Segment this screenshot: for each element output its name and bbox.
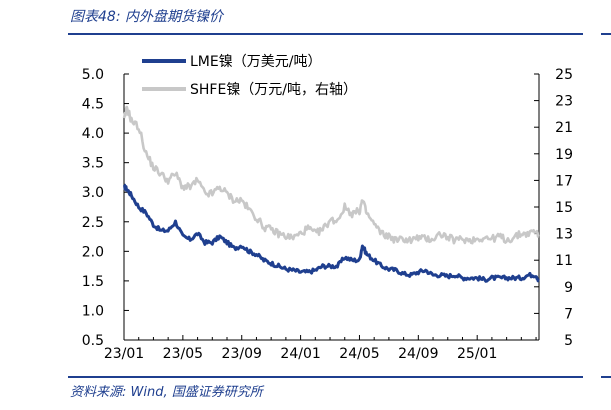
left-y-tick-label: 3.5 — [82, 156, 104, 172]
legend: LME镍（万美元/吨） SHFE镍（万元/吨，右轴） — [142, 54, 357, 98]
x-tick-label: 25/01 — [457, 346, 497, 362]
x-tick-label: 24/09 — [398, 346, 438, 362]
right-y-tick-label: 7 — [564, 306, 573, 322]
top-rule-end-mark — [601, 33, 611, 35]
x-tick-label: 23/09 — [222, 346, 262, 362]
left-y-tick-label: 0.5 — [82, 333, 104, 349]
right-y-tick-label: 9 — [564, 280, 573, 296]
x-ticks: 23/01 23/05 23/09 24/01 24/05 24/09 25/01 — [104, 335, 537, 362]
left-y-tick-label: 3.0 — [82, 185, 104, 201]
x-tick-label: 23/05 — [163, 346, 203, 362]
x-tick-label: 24/01 — [280, 346, 320, 362]
right-y-tick-label: 11 — [555, 253, 573, 269]
lme-nickel-line — [123, 183, 540, 283]
right-y-tick-label: 25 — [555, 67, 573, 83]
legend-label: LME镍（万美元/吨） — [190, 54, 321, 70]
left-y-tick-label: 4.0 — [82, 126, 104, 142]
bottom-rule-end-mark — [601, 376, 611, 378]
series-lines — [122, 105, 540, 283]
right-y-tick-label: 23 — [555, 94, 573, 110]
left-y-tick-label: 2.0 — [82, 244, 104, 260]
right-y-tick-label: 21 — [555, 120, 573, 136]
bottom-rule — [68, 376, 583, 378]
figure-title: 图表48: 内外盘期货镍价 — [70, 9, 223, 25]
left-y-tick-label: 2.5 — [82, 215, 104, 231]
right-y-ticks: 5 7 9 11 13 15 17 19 21 23 25 — [534, 67, 573, 349]
right-y-tick-label: 15 — [555, 200, 573, 216]
left-y-tick-label: 1.0 — [82, 303, 104, 319]
left-y-tick-label: 5.0 — [82, 67, 104, 83]
legend-label: SHFE镍（万元/吨，右轴） — [190, 82, 357, 98]
top-rule — [68, 33, 583, 35]
x-tick-label: 24/05 — [339, 346, 379, 362]
right-y-tick-label: 19 — [555, 147, 573, 163]
left-y-ticks: 0.5 1.0 1.5 2.0 2.5 3.0 3.5 4.0 4.5 5.0 — [82, 67, 129, 349]
left-y-tick-label: 1.5 — [82, 274, 104, 290]
left-y-tick-label: 4.5 — [82, 97, 104, 113]
x-tick-label: 23/01 — [104, 346, 144, 362]
source-note: 资料来源: Wind, 国盛证券研究所 — [70, 385, 263, 400]
axes — [123, 74, 540, 341]
right-y-tick-label: 5 — [564, 333, 573, 349]
right-y-tick-label: 13 — [555, 227, 573, 243]
right-y-tick-label: 17 — [555, 173, 573, 189]
shfe-nickel-line — [122, 105, 540, 245]
